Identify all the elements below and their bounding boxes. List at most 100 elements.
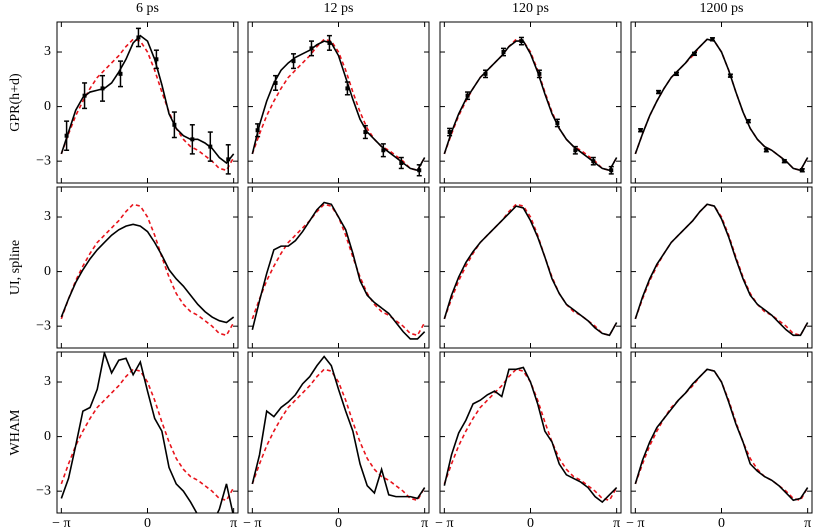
series-line: [251, 368, 426, 502]
y-tick-label: 0: [44, 264, 51, 279]
error-bar-point: [118, 71, 123, 76]
error-bar-point: [609, 168, 614, 173]
error-bar-point: [190, 137, 195, 142]
panel: 6 ps GPR(h+d) −3 0 3: [8, 1, 239, 184]
error-bar-point: [465, 93, 470, 98]
error-bar-point: [64, 133, 69, 138]
error-bar-point: [172, 122, 177, 127]
error-bar: [674, 71, 680, 77]
error-bar-point: [674, 71, 679, 76]
series-line: [443, 203, 618, 337]
x-tick-label: 0: [144, 516, 151, 531]
x-tick-label: − π: [243, 516, 261, 531]
y-tick-label: 0: [44, 99, 51, 114]
error-bar-point: [800, 168, 805, 173]
error-bar-point: [519, 39, 524, 44]
panel: [439, 186, 622, 349]
panel: [247, 186, 430, 349]
series-line: [634, 38, 809, 172]
error-bar: [225, 144, 231, 175]
y-tick-label: −3: [36, 318, 51, 333]
panel-frame: [630, 351, 813, 514]
error-bar: [518, 36, 524, 46]
error-bar: [656, 89, 662, 95]
y-tick-label: 3: [44, 374, 51, 389]
x-tick-label: π: [613, 516, 620, 531]
error-bar: [362, 124, 368, 140]
x-tick-label: 0: [335, 516, 342, 531]
error-bar: [691, 51, 697, 57]
series-line: [60, 352, 234, 513]
error-bar: [483, 69, 489, 79]
error-bar: [255, 123, 261, 138]
error-bar: [398, 156, 404, 170]
error-bar-point: [555, 120, 560, 125]
error-bar: [380, 143, 386, 158]
series-line: [634, 38, 809, 172]
x-tick-label: − π: [52, 516, 70, 531]
panel-frame: [247, 186, 430, 349]
y-tick-label: 0: [44, 429, 51, 444]
error-bar-point: [345, 86, 350, 91]
error-bar: [189, 124, 195, 155]
error-bar-point: [573, 148, 578, 153]
panel: 1200 ps: [630, 1, 813, 184]
panel: − π 0 π: [435, 351, 622, 531]
x-tick-label: − π: [435, 516, 453, 531]
error-bar: [171, 111, 177, 139]
series-line: [443, 205, 618, 337]
panel-title: 1200 ps: [700, 1, 744, 16]
error-bar-point: [82, 93, 87, 98]
panel-frame: [439, 351, 622, 514]
x-tick-label: π: [230, 516, 237, 531]
series-line: [60, 368, 235, 502]
series-line: [443, 368, 618, 502]
error-bar: [308, 40, 314, 57]
error-bar: [465, 91, 471, 101]
panel: − π 0 π: [626, 351, 813, 531]
panel-title: 12 ps: [324, 1, 354, 16]
error-bar: [608, 165, 614, 175]
error-bar: [572, 145, 578, 155]
panel-frame: [56, 186, 239, 349]
error-bar: [273, 74, 279, 91]
panel: 120 ps: [439, 1, 622, 184]
error-bar-point: [273, 80, 278, 85]
error-bar-point: [136, 35, 141, 40]
error-bar-point: [638, 128, 643, 133]
error-bar: [709, 37, 715, 42]
series-line: [634, 368, 809, 502]
error-bar-point: [483, 71, 488, 76]
error-bar-point: [746, 119, 751, 124]
panel-frame: [247, 351, 430, 514]
panel-title: 6 ps: [136, 1, 159, 16]
panel-frame: [247, 21, 430, 184]
error-bar-point: [764, 148, 769, 153]
error-bar-point: [417, 168, 422, 173]
error-bar: [781, 158, 787, 164]
error-bar-point: [728, 73, 733, 78]
error-bar: [799, 168, 805, 173]
panel-frame: [439, 186, 622, 349]
x-tick-label: π: [804, 516, 811, 531]
error-bar-point: [501, 50, 506, 55]
series-line: [251, 40, 426, 172]
series-line: [251, 201, 426, 340]
x-tick-label: π: [421, 516, 428, 531]
error-bar: [416, 164, 422, 177]
error-bar-point: [710, 37, 715, 42]
error-bar: [344, 81, 350, 96]
series-line: [634, 203, 809, 337]
error-bar: [590, 156, 596, 166]
error-bar-point: [381, 148, 386, 153]
y-axis-label: GPR(h+d): [8, 73, 23, 132]
error-bar: [745, 118, 751, 124]
error-bar-point: [255, 128, 260, 133]
y-axis-label: WHAM: [8, 409, 23, 455]
error-bar-point: [399, 160, 404, 165]
series-line: [443, 38, 618, 172]
y-tick-label: 3: [44, 44, 51, 59]
panel-frame: [56, 351, 239, 514]
series-line: [634, 203, 809, 337]
